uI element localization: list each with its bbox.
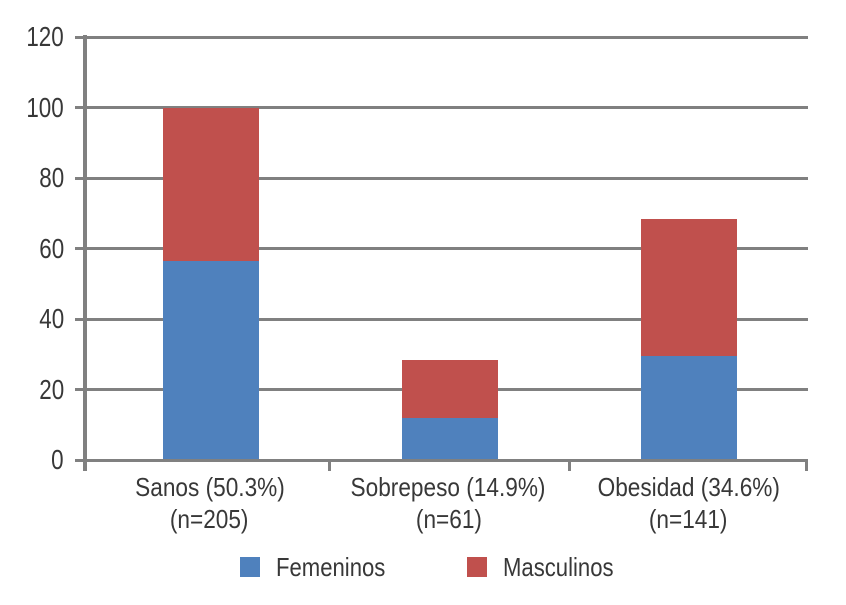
bar-obesidad-femeninos: [641, 356, 737, 460]
legend-label-masculinos: Masculinos: [503, 552, 614, 582]
y-tick-label-40: 40: [4, 305, 64, 333]
legend-swatch-femeninos-icon: [240, 557, 260, 577]
y-tick-text: 120: [26, 21, 64, 52]
y-tick-label-60: 60: [4, 232, 64, 264]
x-axis-line: [75, 458, 808, 462]
category-label-sanos: Sanos (50.3%) (n=205): [90, 471, 329, 535]
y-tick-label-120: 120: [4, 23, 64, 51]
y-axis-line: [83, 35, 87, 471]
x-axis-tick-2: [567, 460, 571, 471]
y-tick-label-80: 80: [4, 164, 64, 192]
category-label-line1: Sanos (50.3%): [134, 472, 285, 502]
x-axis-tick-3: [805, 460, 808, 471]
gridline-40: [75, 317, 808, 321]
category-label-line1: Sobrepeso (14.9%): [351, 472, 546, 502]
y-tick-label-100: 100: [4, 91, 64, 123]
y-tick-text: 20: [39, 373, 64, 405]
category-label-line2: (n=205): [170, 504, 249, 534]
gridline-100: [75, 106, 808, 109]
category-label-obesidad: Obesidad (34.6%) (n=141): [569, 471, 808, 535]
gridline-120: [75, 35, 808, 39]
y-tick-label-20: 20: [4, 373, 64, 405]
category-label-sobrepeso: Sobrepeso (14.9%) (n=61): [329, 471, 568, 535]
category-label-line2: (n=61): [415, 504, 482, 534]
y-tick-text: 0: [51, 444, 64, 475]
gridline-80: [75, 176, 808, 180]
legend-swatch-masculinos-icon: [467, 557, 487, 577]
y-tick-text: 40: [39, 303, 64, 334]
category-label-line1: Obesidad (34.6%): [597, 472, 780, 502]
y-tick-text: 60: [39, 232, 64, 264]
legend-label-femeninos: Femeninos: [276, 552, 386, 582]
x-axis-tick-1: [327, 460, 331, 471]
bar-obesidad-masculinos: [641, 218, 737, 356]
legend-item-masculinos: Masculinos: [467, 552, 633, 582]
y-tick-text: 100: [26, 91, 64, 123]
y-tick-label-0: 0: [4, 446, 64, 474]
category-label-line2: (n=141): [649, 504, 728, 534]
y-tick-text: 80: [39, 162, 64, 193]
legend-item-femeninos: Femeninos: [240, 552, 405, 582]
bar-sobrepeso-femeninos: [402, 417, 498, 460]
bar-sobrepeso-masculinos: [402, 359, 498, 418]
bar-sanos-masculinos: [163, 107, 259, 261]
gridline-60: [75, 247, 808, 250]
bar-sanos-femeninos: [163, 260, 259, 460]
